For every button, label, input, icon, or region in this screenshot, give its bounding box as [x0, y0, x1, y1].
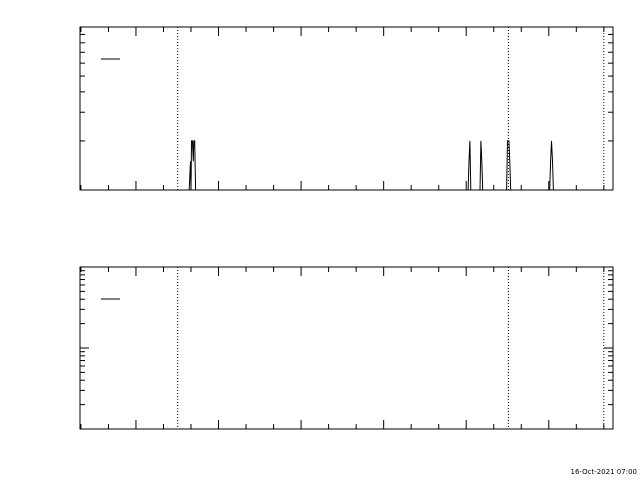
plot-frame	[79, 26, 614, 191]
plot-frame	[79, 266, 614, 430]
panel-hi	[79, 266, 614, 430]
panel-lo	[79, 26, 614, 191]
series-line	[188, 140, 554, 191]
footer-timestamp: 16-Oct-2021 07:00	[571, 468, 637, 476]
